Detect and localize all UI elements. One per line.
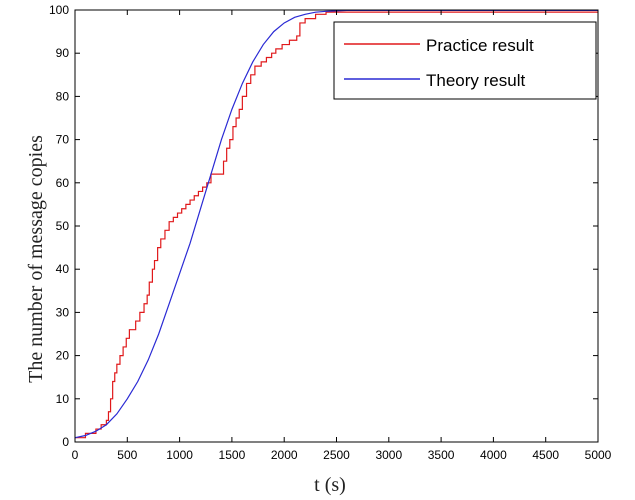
y-tick-label: 20 xyxy=(56,349,70,363)
y-tick-label: 90 xyxy=(56,46,70,60)
y-tick-label: 70 xyxy=(56,133,70,147)
y-tick-label: 100 xyxy=(49,3,69,17)
x-tick-label: 500 xyxy=(117,448,137,462)
y-tick-label: 10 xyxy=(56,392,70,406)
y-tick-label: 40 xyxy=(56,262,70,276)
x-tick-label: 4000 xyxy=(480,448,507,462)
legend-label-practice: Practice result xyxy=(426,36,534,55)
x-tick-label: 5000 xyxy=(585,448,612,462)
x-axis-label: t (s) xyxy=(314,474,346,496)
x-tick-label: 3500 xyxy=(428,448,455,462)
y-axis-label: The number of message copies xyxy=(25,135,47,383)
x-tick-label: 0 xyxy=(72,448,79,462)
legend-box xyxy=(333,21,597,100)
x-tick-label: 1000 xyxy=(166,448,193,462)
legend-label-theory: Theory result xyxy=(426,71,525,90)
x-tick-label: 4500 xyxy=(532,448,559,462)
y-tick-label: 0 xyxy=(62,435,69,449)
legend: Practice result Theory result xyxy=(333,21,597,100)
x-tick-label: 2000 xyxy=(271,448,298,462)
y-tick-label: 50 xyxy=(56,219,70,233)
y-tick-label: 30 xyxy=(56,305,70,319)
x-tick-label: 1500 xyxy=(219,448,246,462)
x-tick-label: 2500 xyxy=(323,448,350,462)
x-tick-label: 3000 xyxy=(375,448,402,462)
series-line-practice xyxy=(75,11,598,439)
y-tick-label: 60 xyxy=(56,176,70,190)
series-line-theory xyxy=(74,9,598,439)
y-tick-label: 80 xyxy=(56,89,70,103)
